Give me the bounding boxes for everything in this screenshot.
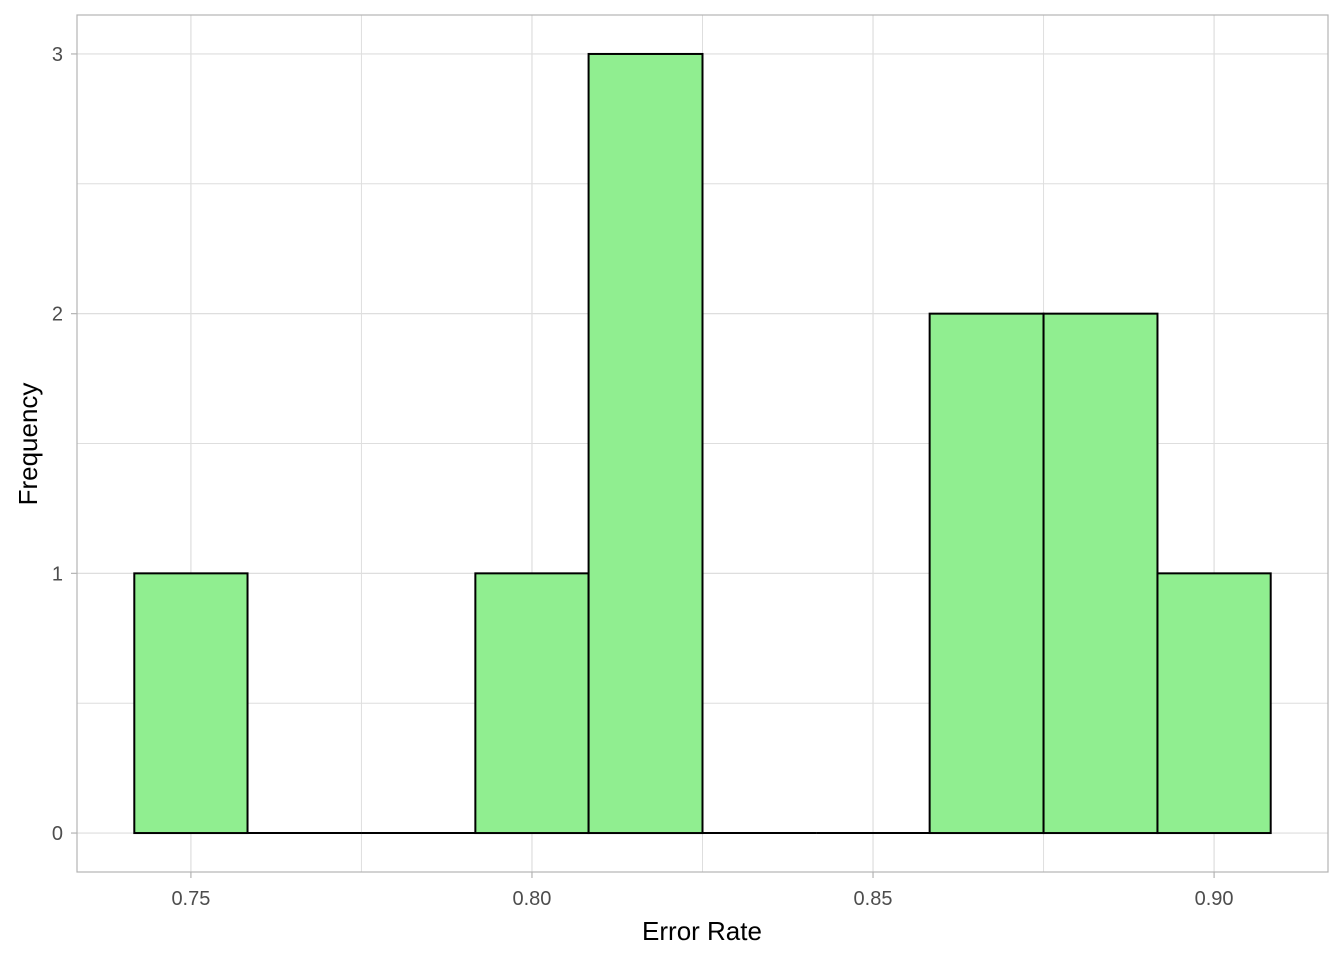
histogram-bar-10 bbox=[1156, 572, 1272, 835]
y-tick-label: 3 bbox=[52, 44, 63, 66]
y-tick-label: 1 bbox=[52, 563, 63, 585]
y-axis-title: Frequency bbox=[13, 383, 43, 506]
x-tick-label: 0.90 bbox=[1195, 888, 1234, 910]
x-axis-title: Error Rate bbox=[642, 916, 762, 946]
histogram-bars bbox=[133, 52, 1272, 835]
x-tick-label: 0.80 bbox=[513, 888, 552, 910]
histogram-bar-1 bbox=[133, 572, 249, 835]
y-tick-label: 0 bbox=[52, 823, 63, 845]
panel-border bbox=[76, 14, 1329, 873]
histogram-bar-8 bbox=[928, 312, 1045, 835]
histogram-bar-5 bbox=[587, 52, 704, 835]
histogram-bar-9 bbox=[1042, 312, 1159, 835]
x-tick-label: 0.75 bbox=[171, 888, 210, 910]
axes: 0.75 0.80 0.85 0.90 0 1 2 3 bbox=[52, 14, 1329, 910]
y-tick-label: 2 bbox=[52, 304, 63, 326]
histogram-bar-4 bbox=[474, 572, 590, 835]
x-tick-label: 0.85 bbox=[854, 888, 893, 910]
